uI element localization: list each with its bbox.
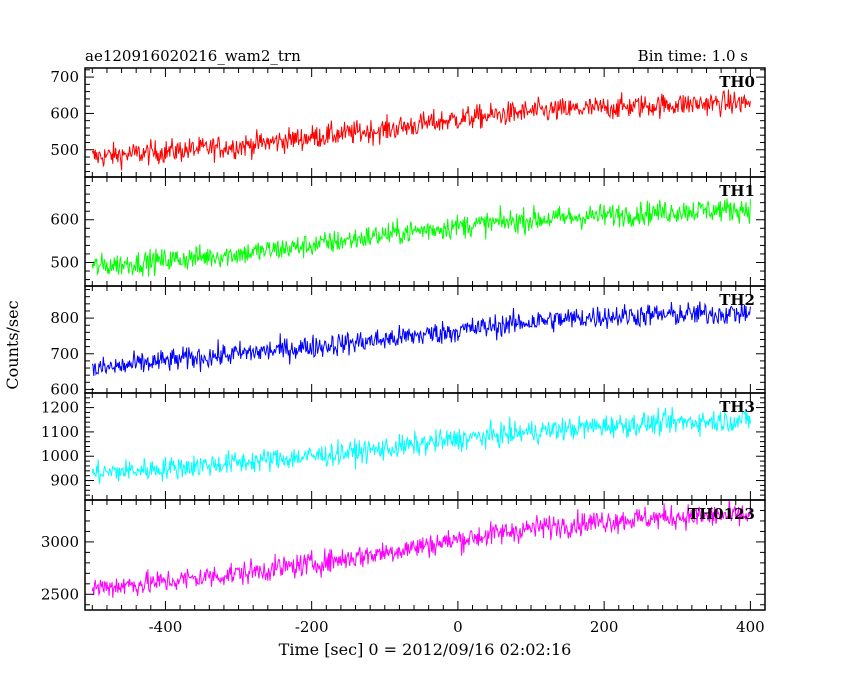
y-tick-label: 600 [50,104,79,122]
series-line-th0 [91,89,751,171]
y-tick-label: 1000 [41,447,79,465]
panel-label-th3: TH3 [719,398,755,416]
y-tick-label: 600 [50,211,79,229]
series-line-th3 [91,407,751,484]
series-line-th2 [91,297,751,377]
x-tick-label: 400 [736,618,765,636]
series-line-th0123 [91,500,751,598]
y-tick-label: 1100 [41,423,79,441]
panel-th3: 900 1000 1100 1200 TH3 [41,392,766,501]
panel-label-th0: TH0 [719,73,755,91]
panel-th0: 500 600 700 TH0 [50,67,766,178]
panel-label-th1: TH1 [719,182,755,200]
panel-th1: 500 600 TH1 [50,176,766,287]
panel-th0123: 2500 3000 TH0123 [41,499,766,611]
y-tick-label: 900 [50,472,79,490]
panels: 500 600 700 TH0 500 600 TH1 600 700 800 TH2 900 1000… [41,67,766,611]
y-tick-label: 500 [50,141,79,159]
y-tick-label: 700 [50,345,79,363]
y-tick-label: 2500 [41,585,79,603]
y-tick-label: 1200 [41,399,79,417]
y-tick-label: 600 [50,380,79,398]
y-tick-label: 800 [50,309,79,327]
y-tick-label: 500 [50,253,79,271]
panel-th2: 600 700 800 TH2 [50,285,766,398]
y-axis-title: Counts/sec [3,300,22,389]
x-axis: -400 -200 0 200 400 [149,618,765,636]
panel-frame [84,285,766,394]
y-tick-label: 3000 [41,533,79,551]
y-tick-label: 700 [50,68,79,86]
x-axis-title: Time [sec] 0 = 2012/09/16 02:02:16 [279,640,572,659]
header-title: ae120916020216_wam2_trn [85,47,301,65]
series-line-th1 [91,198,751,277]
panel-label-th2: TH2 [719,291,755,309]
header-bin-time: Bin time: 1.0 s [638,47,748,65]
panel-frame [84,499,766,611]
panel-label-th0123: TH0123 [688,505,755,523]
x-tick-label: 200 [590,618,619,636]
x-tick-label: -200 [295,618,329,636]
x-tick-label: -400 [149,618,183,636]
x-tick-label: 0 [453,618,463,636]
